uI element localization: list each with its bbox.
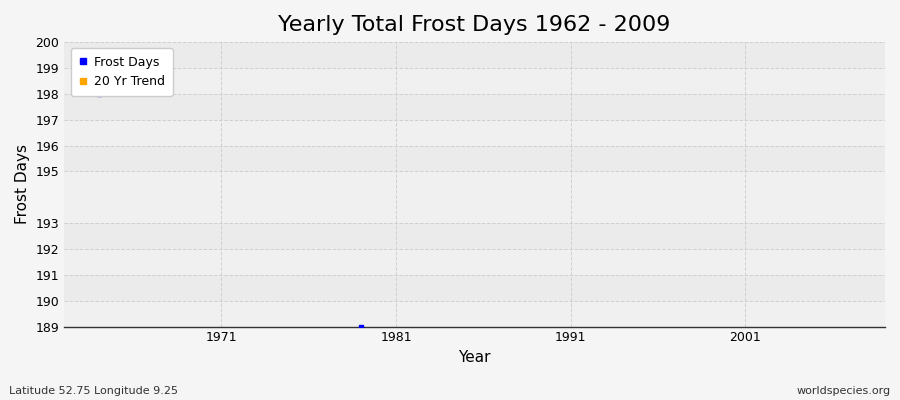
Point <box>92 91 106 97</box>
Bar <box>64 275 885 301</box>
Bar <box>64 223 885 249</box>
X-axis label: Year: Year <box>458 350 491 365</box>
Text: Latitude 52.75 Longitude 9.25: Latitude 52.75 Longitude 9.25 <box>9 386 178 396</box>
Bar <box>64 146 885 172</box>
Y-axis label: Frost Days: Frost Days <box>15 144 30 224</box>
Point <box>354 323 368 330</box>
Bar <box>64 42 885 68</box>
Text: worldspecies.org: worldspecies.org <box>796 386 891 396</box>
Bar <box>64 94 885 120</box>
Title: Yearly Total Frost Days 1962 - 2009: Yearly Total Frost Days 1962 - 2009 <box>278 15 670 35</box>
Legend: Frost Days, 20 Yr Trend: Frost Days, 20 Yr Trend <box>70 48 173 96</box>
